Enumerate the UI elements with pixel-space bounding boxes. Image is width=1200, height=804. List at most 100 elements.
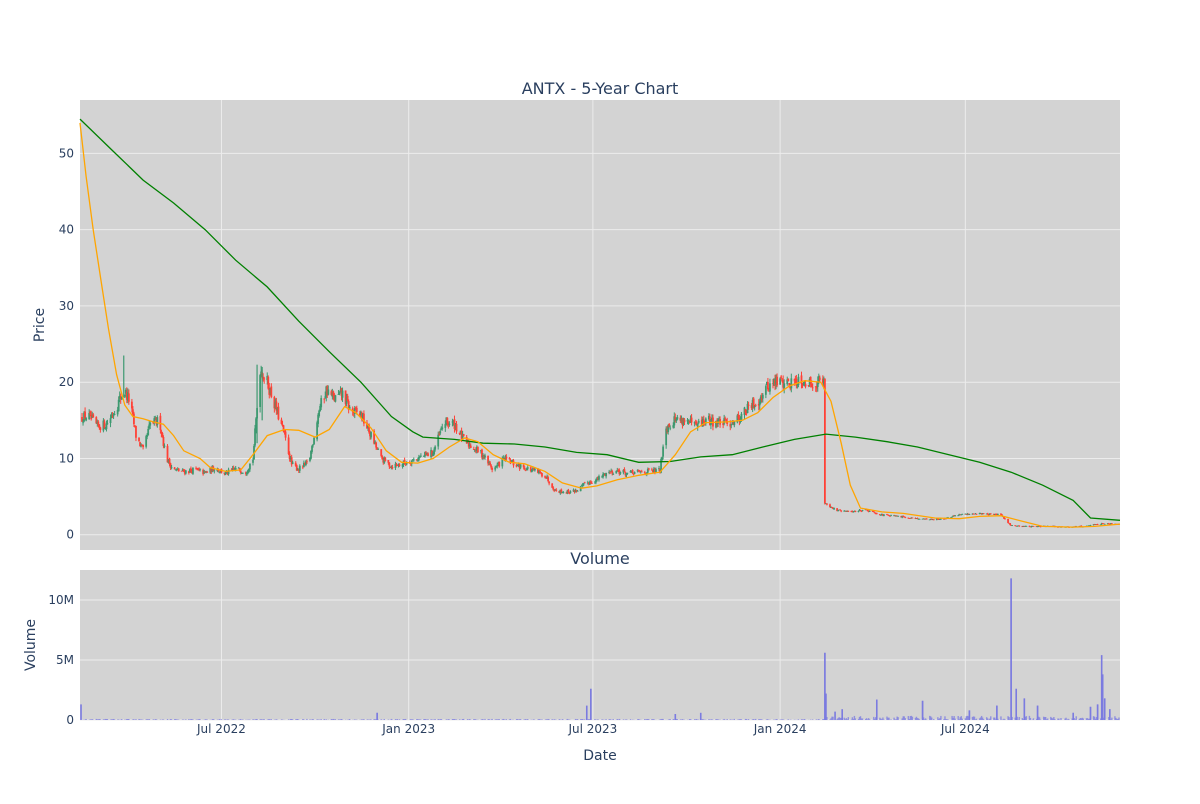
candle-body <box>562 492 564 493</box>
volume-bar <box>548 719 549 720</box>
candle-body <box>419 457 421 458</box>
candle-body <box>138 438 140 442</box>
candle-body <box>904 517 906 518</box>
volume-bar <box>1008 717 1009 720</box>
volume-bar <box>148 719 149 720</box>
candle-body <box>192 468 194 474</box>
volume-bar <box>449 719 450 720</box>
candle-body <box>897 516 899 517</box>
candle-body <box>912 518 914 519</box>
candle-body <box>356 408 358 412</box>
candle-body <box>783 383 785 387</box>
candle-body <box>798 377 800 385</box>
volume-bar <box>171 719 172 720</box>
volume-bar <box>605 719 606 720</box>
candle-body <box>456 424 458 432</box>
candle-body <box>235 468 237 470</box>
candle-body <box>133 414 135 425</box>
volume-bar <box>1026 716 1027 720</box>
candle-body <box>780 376 782 377</box>
volume-bar <box>221 719 222 720</box>
candle-body <box>413 460 415 461</box>
candle-body <box>206 472 208 473</box>
candle-body <box>377 449 379 450</box>
candle-body <box>263 379 265 380</box>
volume-bar <box>767 719 768 720</box>
volume-tick-label: 5M <box>56 653 74 667</box>
candle-body <box>697 424 699 427</box>
volume-bar <box>653 719 654 720</box>
volume-bar <box>1058 719 1059 720</box>
candle-body <box>384 458 386 461</box>
volume-bar <box>584 719 585 720</box>
volume-bar <box>506 719 507 720</box>
candle-body <box>869 511 871 512</box>
candle-body <box>570 491 572 492</box>
candle-body <box>698 421 700 423</box>
candle-body <box>252 460 254 463</box>
volume-spike-bar <box>1109 709 1111 720</box>
candle-body <box>855 511 857 512</box>
candle-body <box>876 513 878 514</box>
candle-body <box>1018 526 1020 527</box>
candle-body <box>769 383 771 391</box>
candle-body <box>299 466 301 471</box>
candle-body <box>840 510 842 511</box>
volume-bar <box>434 719 435 720</box>
volume-bar <box>475 719 476 720</box>
candle-body <box>577 491 579 492</box>
candle-body <box>82 422 84 423</box>
candle-body <box>107 423 109 424</box>
candle-body <box>388 463 390 467</box>
volume-bar <box>832 717 833 720</box>
candle-body <box>826 504 828 505</box>
candle-body <box>548 482 550 484</box>
date-axis-label: Date <box>583 748 616 764</box>
volume-bar <box>363 719 364 720</box>
candle-body <box>92 414 94 417</box>
candle-body <box>691 418 693 423</box>
candle-body <box>883 514 885 516</box>
candle-body <box>598 476 600 480</box>
volume-bar <box>1111 718 1112 720</box>
volume-spike-bar <box>825 694 827 720</box>
volume-bar <box>748 719 749 720</box>
volume-spike-bar <box>1037 706 1039 720</box>
volume-bar <box>1000 716 1001 720</box>
date-tick-label: Jul 2024 <box>940 722 990 736</box>
volume-spike-bar <box>1024 698 1026 720</box>
volume-bar <box>933 719 934 720</box>
candle-body <box>847 511 849 512</box>
candle-body <box>755 405 757 406</box>
price-plot-area[interactable] <box>80 100 1120 550</box>
volume-bar <box>199 719 200 720</box>
candle-body <box>370 432 372 437</box>
volume-bar <box>242 719 243 720</box>
candle-body <box>1007 519 1009 523</box>
date-tick-label: Jan 2024 <box>753 722 807 736</box>
candle-body <box>983 513 985 514</box>
volume-plot-area[interactable] <box>80 570 1120 720</box>
volume-bar <box>947 719 948 720</box>
volume-bar <box>1054 719 1055 720</box>
candle-body <box>292 462 294 463</box>
volume-chart-title: Volume <box>570 549 630 568</box>
candle-body <box>110 418 112 423</box>
candle-body <box>787 379 789 381</box>
candle-body <box>741 414 743 421</box>
candle-body <box>534 469 536 471</box>
candle-body <box>199 469 201 470</box>
volume-bar <box>405 719 406 720</box>
candle-body <box>1033 526 1035 527</box>
candle-body <box>954 515 956 516</box>
volume-spike-bar <box>376 713 378 720</box>
candle-body <box>812 387 814 388</box>
candle-body <box>335 395 337 401</box>
volume-bar <box>463 719 464 720</box>
volume-bar <box>1083 718 1084 720</box>
candle-body <box>1025 526 1027 527</box>
volume-bar <box>1047 718 1048 720</box>
volume-spike-bar <box>586 706 588 720</box>
